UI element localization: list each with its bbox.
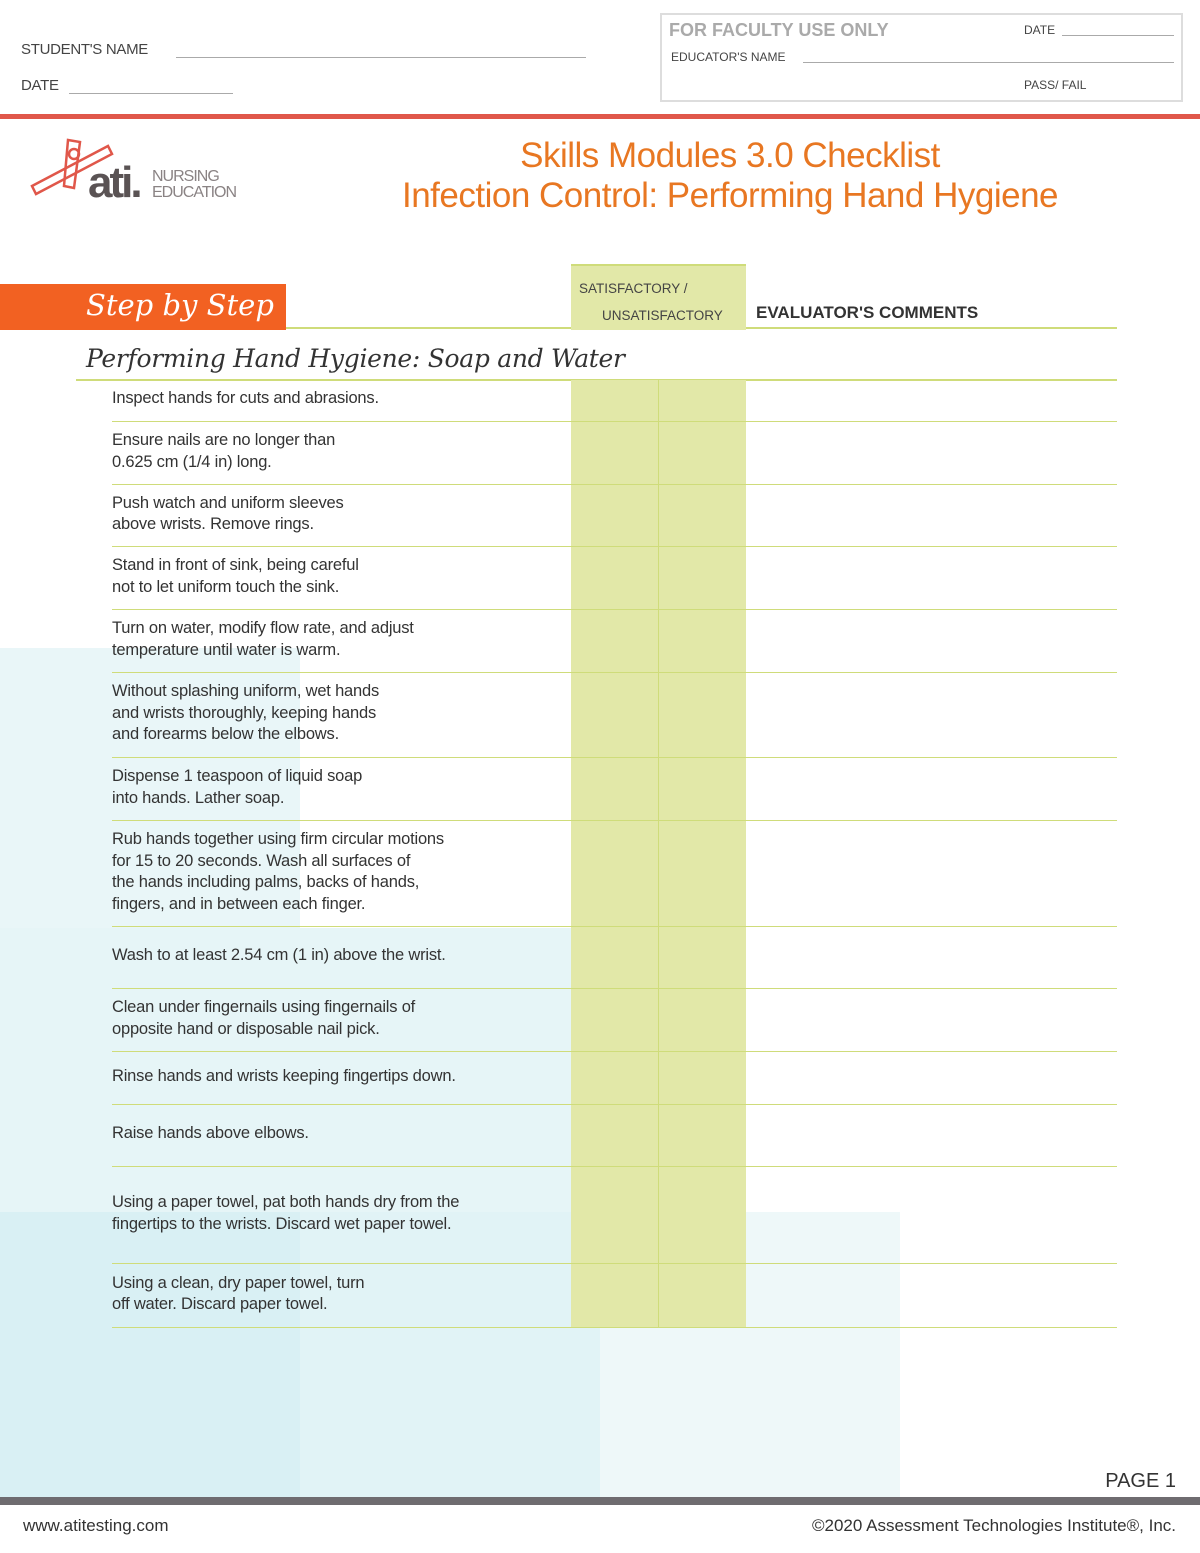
website-link[interactable]: www.atitesting.com	[23, 1516, 169, 1535]
comment-cell[interactable]	[746, 422, 1117, 484]
student-name-label: STUDENT'S NAME	[21, 41, 149, 58]
step-by-step-label: Step by Step	[0, 284, 286, 330]
student-name-field[interactable]	[176, 57, 586, 58]
logo-text: ati.	[88, 158, 143, 207]
comment-cell[interactable]	[746, 989, 1117, 1051]
page-title: Skills Modules 3.0 Checklist	[520, 136, 940, 175]
step-text: Clean under fingernails using fingernail…	[112, 998, 416, 1038]
step-text: Turn on water, modify flow rate, and adj…	[112, 619, 414, 659]
step-text: Using a paper towel, pat both hands dry …	[112, 1193, 460, 1233]
logo-nursing: NURSING	[152, 168, 220, 185]
checklist-row: Inspect hands for cuts and abrasions.	[112, 380, 1117, 422]
copyright: ©2020 Assessment Technologies Institute®…	[812, 1516, 1176, 1535]
background-decoration	[300, 1212, 600, 1500]
checklist-row: Wash to at least 2.54 cm (1 in) above th…	[112, 927, 1117, 989]
step-text: Rinse hands and wrists keeping fingertip…	[112, 1066, 456, 1085]
step-text: Using a clean, dry paper towel, turn off…	[112, 1273, 365, 1314]
background-decoration	[0, 1212, 300, 1500]
comment-cell[interactable]	[746, 927, 1117, 988]
step-text: Wash to at least 2.54 cm (1 in) above th…	[112, 946, 446, 965]
comment-cell[interactable]	[746, 485, 1117, 546]
sat-unsat-header: SATISFACTORY / UNSATISFACTORY	[571, 264, 746, 330]
page-number: PAGE 1	[1105, 1470, 1176, 1492]
comment-cell[interactable]	[746, 758, 1117, 820]
comment-cell[interactable]	[746, 1105, 1117, 1166]
comment-cell[interactable]	[746, 821, 1117, 926]
checklist-row: Rub hands together using firm circular m…	[112, 821, 1117, 927]
checklist-row: Stand in front of sink, being careful no…	[112, 547, 1117, 610]
satisfactory-label: SATISFACTORY /	[579, 281, 688, 296]
checklist-row: Raise hands above elbows.	[112, 1105, 1117, 1167]
comment-cell[interactable]	[746, 673, 1117, 757]
checklist-row: Without splashing uniform, wet hands and…	[112, 673, 1117, 758]
checklist-row: Turn on water, modify flow rate, and adj…	[112, 610, 1117, 673]
pass-fail-label: PASS/ FAIL	[1024, 78, 1087, 92]
comment-cell[interactable]	[746, 610, 1117, 672]
ati-logo: ati. NURSING EDUCATION	[28, 138, 258, 208]
checklist-row: Ensure nails are no longer than 0.625 cm…	[112, 422, 1117, 485]
comment-cell[interactable]	[746, 1167, 1117, 1263]
step-text: Dispense 1 teaspoon of liquid soap into …	[112, 767, 363, 807]
faculty-date-field[interactable]	[1062, 35, 1174, 36]
satisfactory-column[interactable]	[571, 380, 659, 1328]
student-date-field[interactable]	[69, 93, 233, 94]
checklist-row: Push watch and uniform sleeves above wri…	[112, 485, 1117, 547]
comment-cell[interactable]	[746, 1264, 1117, 1327]
page-subtitle: Infection Control: Performing Hand Hygie…	[401, 176, 1059, 215]
step-text: Ensure nails are no longer than 0.625 cm…	[112, 431, 336, 471]
step-text: Stand in front of sink, being careful no…	[112, 556, 359, 596]
comment-cell[interactable]	[746, 547, 1117, 609]
comments-header: EVALUATOR'S COMMENTS	[756, 303, 979, 322]
checklist-row: Using a clean, dry paper towel, turn off…	[112, 1264, 1117, 1328]
educator-name-field[interactable]	[803, 62, 1174, 63]
checklist-row: Rinse hands and wrists keeping fingertip…	[112, 1052, 1117, 1105]
logo-education: EDUCATION	[152, 184, 237, 201]
logo-mark-icon	[30, 138, 114, 196]
faculty-date-label: DATE	[1024, 23, 1056, 37]
unsatisfactory-column[interactable]	[659, 380, 746, 1328]
comment-cell[interactable]	[746, 380, 1117, 421]
checklist-row: Dispense 1 teaspoon of liquid soap into …	[112, 758, 1117, 821]
faculty-title: FOR FACULTY USE ONLY	[669, 20, 889, 40]
footer-divider	[0, 1497, 1200, 1505]
header-divider	[0, 114, 1200, 119]
comment-cell[interactable]	[746, 1052, 1117, 1104]
step-text: Rub hands together using firm circular m…	[112, 830, 444, 913]
checklist-row: Using a paper towel, pat both hands dry …	[112, 1167, 1117, 1264]
step-text: Without splashing uniform, wet hands and…	[112, 682, 380, 744]
student-date-label: DATE	[21, 77, 59, 94]
unsatisfactory-label: UNSATISFACTORY	[602, 308, 723, 323]
checklist-row: Clean under fingernails using fingernail…	[112, 989, 1117, 1052]
educator-name-label: EDUCATOR'S NAME	[671, 50, 786, 64]
step-text: Inspect hands for cuts and abrasions.	[112, 389, 379, 408]
step-text: Push watch and uniform sleeves above wri…	[112, 493, 344, 534]
faculty-box: FOR FACULTY USE ONLY DATE EDUCATOR'S NAM…	[660, 13, 1183, 102]
step-text: Raise hands above elbows.	[112, 1124, 309, 1143]
section-title: Performing Hand Hygiene: Soap and Water	[86, 344, 625, 373]
